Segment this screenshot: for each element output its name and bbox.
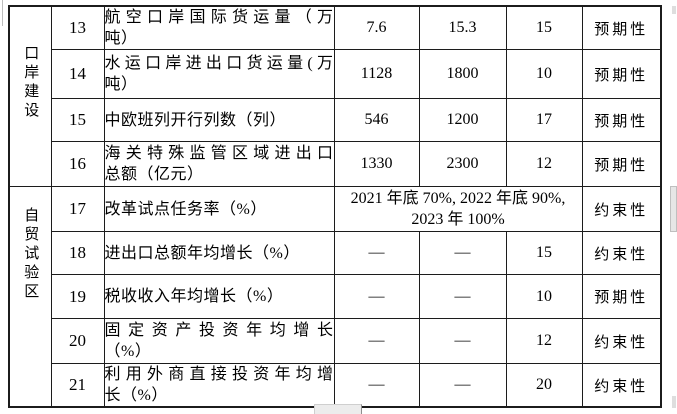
page-edge-line xyxy=(2,0,3,26)
indicator-text: 水运口岸进出口货运量(万 xyxy=(104,55,334,72)
table-row: 口岸建设 13 航空口岸国际货运量（万 吨） 7.6 15.3 15 预期性 xyxy=(8,5,662,187)
value-cell: — xyxy=(418,274,507,319)
indicator-cell: 改革试点任务率（%） xyxy=(103,186,335,232)
scrollbar-fragment xyxy=(314,404,362,414)
type-cell: 约束性 xyxy=(581,186,662,232)
value-cell: 2300 xyxy=(418,141,507,187)
row-number: 16 xyxy=(50,141,105,187)
scrollbar-fragment xyxy=(670,186,677,232)
value-cell: 1330 xyxy=(333,141,420,187)
table-row: 自贸试验区 17 改革试点任务率（%） 2021 年底 70%, 2022 年底… xyxy=(8,186,662,408)
value-cell: — xyxy=(333,231,420,275)
indicator-text: 进出口总额年均增长（%） xyxy=(104,244,300,262)
indicator-text: 中欧班列开行列数（列） xyxy=(104,111,287,129)
indicator-text: 总额（亿元） xyxy=(104,166,204,183)
value-cell: 20 xyxy=(505,363,583,408)
table-row: 16 海关特殊监管区域进出口 总额（亿元） 1330 2300 12 预期性 xyxy=(9,141,662,187)
type-cell: 约束性 xyxy=(581,318,662,364)
value-cell: — xyxy=(418,363,507,408)
row-number: 15 xyxy=(50,98,105,142)
value-cell: 12 xyxy=(505,318,583,364)
value-cell: 15 xyxy=(505,231,583,275)
value-cell: — xyxy=(418,231,507,275)
indicator-text: 改革试点任务率（%） xyxy=(104,200,267,218)
type-cell: 约束性 xyxy=(581,231,662,275)
row-number: 21 xyxy=(50,363,105,408)
indicator-cell: 航空口岸国际货运量（万 吨） xyxy=(103,5,335,50)
value-cell: 546 xyxy=(333,98,420,142)
value-cell: 1128 xyxy=(333,49,420,99)
value-cell: 1800 xyxy=(418,49,507,99)
page-edge-fragment xyxy=(672,396,676,408)
value-cell: — xyxy=(333,363,420,408)
indicator-text: 利用外商直接投资年均增 xyxy=(104,366,334,383)
indicator-text: 长（%） xyxy=(104,387,168,404)
table-row: 20 固定资产投资年均增长 （%） — — 12 约束性 xyxy=(9,318,662,364)
indicator-text: 吨） xyxy=(104,76,138,93)
table-row: 18 进出口总额年均增长（%） — — 15 约束性 xyxy=(9,231,662,275)
row-number: 14 xyxy=(50,49,105,99)
indicators-table-wrap: 口岸建设 13 航空口岸国际货运量（万 吨） 7.6 15.3 15 预期性 1… xyxy=(8,5,662,408)
page-edge-fragment xyxy=(672,6,676,14)
value-cell: — xyxy=(333,318,420,364)
category-label: 口岸建设 xyxy=(22,45,39,121)
table-row: 14 水运口岸进出口货运量(万 吨） 1128 1800 10 预期性 xyxy=(9,49,662,99)
value-cell: 15.3 xyxy=(418,5,507,50)
indicator-cell: 进出口总额年均增长（%） xyxy=(103,231,335,275)
value-cell: 15 xyxy=(505,5,583,50)
value-cell: — xyxy=(333,274,420,319)
indicator-cell: 中欧班列开行列数（列） xyxy=(103,98,335,142)
indicator-cell: 税收收入年均增长（%） xyxy=(103,274,335,319)
type-cell: 预期性 xyxy=(581,49,662,99)
type-cell: 预期性 xyxy=(581,5,662,50)
indicator-text: 税收收入年均增长（%） xyxy=(104,288,284,305)
value-cell: 1200 xyxy=(418,98,507,142)
value-cell: 10 xyxy=(505,49,583,99)
indicator-cell: 固定资产投资年均增长 （%） xyxy=(103,318,335,364)
category-cell-port-construction: 口岸建设 xyxy=(8,5,52,187)
type-cell: 预期性 xyxy=(581,141,662,187)
merged-value-text: 2023 年 100% xyxy=(411,211,505,228)
type-cell: 预期性 xyxy=(581,98,662,142)
type-cell: 预期性 xyxy=(581,274,662,319)
type-cell: 约束性 xyxy=(581,363,662,408)
row-number: 17 xyxy=(50,186,105,232)
row-number: 20 xyxy=(50,318,105,364)
merged-value-text: 2021 年底 70%, 2022 年底 90%, xyxy=(350,190,566,207)
merged-value-cell: 2021 年底 70%, 2022 年底 90%, 2023 年 100% xyxy=(333,186,583,232)
indicator-cell: 海关特殊监管区域进出口 总额（亿元） xyxy=(103,141,335,187)
value-cell: — xyxy=(418,318,507,364)
table-row: 19 税收收入年均增长（%） — — 10 预期性 xyxy=(9,274,662,319)
indicator-text: 固定资产投资年均增长 xyxy=(104,322,334,339)
row-number: 19 xyxy=(50,274,105,319)
category-cell-free-trade-zone: 自贸试验区 xyxy=(8,186,52,408)
value-cell: 10 xyxy=(505,274,583,319)
table-row: 15 中欧班列开行列数（列） 546 1200 17 预期性 xyxy=(9,98,662,142)
value-cell: 12 xyxy=(505,141,583,187)
value-cell: 17 xyxy=(505,98,583,142)
indicator-text: （%） xyxy=(104,343,152,360)
value-cell: 7.6 xyxy=(333,5,420,50)
indicator-text: 吨） xyxy=(104,30,138,47)
indicator-text: 航空口岸国际货运量（万 xyxy=(104,9,334,26)
indicators-table: 口岸建设 13 航空口岸国际货运量（万 吨） 7.6 15.3 15 预期性 1… xyxy=(8,5,662,408)
category-label: 自贸试验区 xyxy=(22,207,39,302)
indicator-text: 海关特殊监管区域进出口 xyxy=(104,145,334,162)
row-number: 18 xyxy=(50,231,105,275)
table-row: 21 利用外商直接投资年均增 长（%） — — 20 约束性 xyxy=(9,363,662,408)
row-number: 13 xyxy=(50,5,105,50)
indicator-cell: 利用外商直接投资年均增 长（%） xyxy=(103,363,335,408)
indicator-cell: 水运口岸进出口货运量(万 吨） xyxy=(103,49,335,99)
